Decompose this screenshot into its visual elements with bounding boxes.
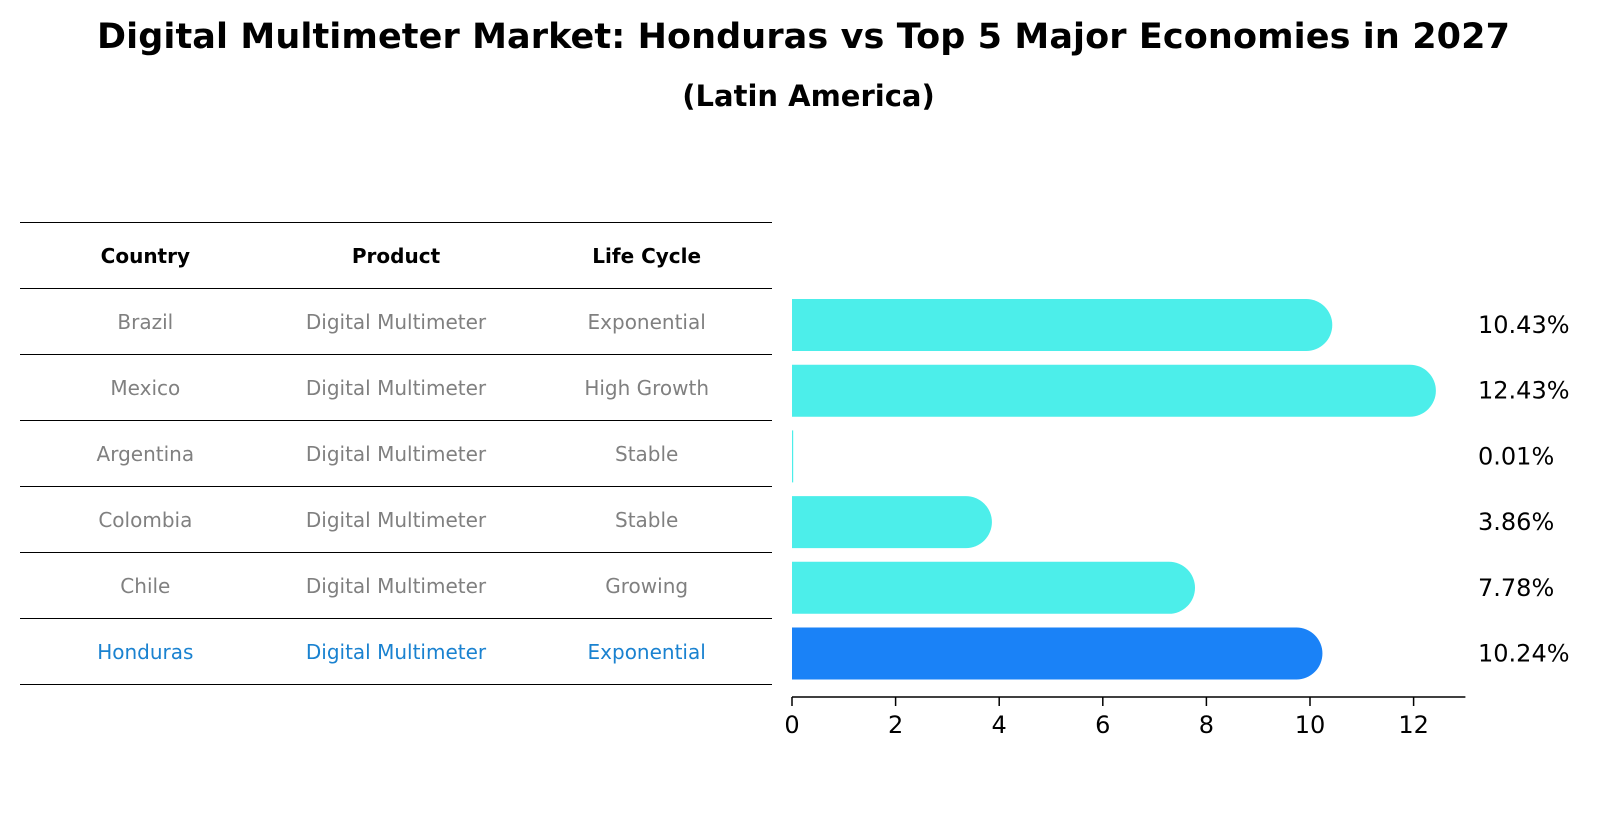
cell-life-cycle: High Growth bbox=[584, 375, 710, 400]
chart-subtitle: (Latin America) bbox=[682, 79, 935, 113]
cell-product: Digital Multimeter bbox=[305, 309, 487, 334]
bar-honduras bbox=[792, 627, 1323, 680]
cell-country: Chile bbox=[120, 573, 171, 598]
value-label: 0.01% bbox=[1478, 442, 1554, 470]
table-row: Brazil Digital Multimeter Exponential bbox=[20, 289, 772, 355]
cell-life-cycle: Exponential bbox=[587, 309, 706, 334]
x-tick-label: 6 bbox=[1095, 711, 1110, 739]
value-label: 10.24% bbox=[1478, 640, 1570, 668]
cell-country: Brazil bbox=[117, 309, 174, 334]
x-tick-label: 4 bbox=[992, 711, 1007, 739]
table-header-row: Country Product Life Cycle bbox=[20, 223, 772, 289]
cell-product: Digital Multimeter bbox=[305, 507, 487, 532]
data-table: Country Product Life Cycle Brazil Digita… bbox=[20, 222, 772, 685]
header-country: Country bbox=[100, 243, 191, 268]
cell-product: Digital Multimeter bbox=[305, 639, 487, 664]
cell-product: Digital Multimeter bbox=[305, 441, 487, 466]
header-product: Product bbox=[351, 243, 441, 268]
x-tick-label: 10 bbox=[1295, 711, 1326, 739]
bar-colombia bbox=[792, 496, 992, 549]
cell-country: Honduras bbox=[97, 639, 194, 664]
cell-life-cycle: Stable bbox=[615, 507, 679, 532]
table-row-highlight: Honduras Digital Multimeter Exponential bbox=[20, 619, 772, 685]
table-row: Colombia Digital Multimeter Stable bbox=[20, 487, 772, 553]
chart-title: Digital Multimeter Market: Honduras vs T… bbox=[96, 17, 1511, 57]
x-tick-label: 0 bbox=[784, 711, 799, 739]
cell-country: Argentina bbox=[96, 441, 195, 466]
table-row: Argentina Digital Multimeter Stable bbox=[20, 421, 772, 487]
bar-brazil bbox=[792, 299, 1333, 351]
bar-argentina bbox=[792, 430, 794, 483]
value-label: 10.43% bbox=[1478, 311, 1570, 339]
cell-life-cycle: Stable bbox=[615, 441, 679, 466]
value-label: 7.78% bbox=[1478, 574, 1554, 602]
cell-life-cycle: Exponential bbox=[587, 639, 706, 664]
bar-chile bbox=[792, 561, 1196, 614]
table-row: Mexico Digital Multimeter High Growth bbox=[20, 355, 772, 421]
cell-life-cycle: Growing bbox=[605, 573, 689, 598]
cell-product: Digital Multimeter bbox=[305, 573, 487, 598]
value-label: 12.43% bbox=[1478, 377, 1570, 405]
table-row: Chile Digital Multimeter Growing bbox=[20, 553, 772, 619]
bar-mexico bbox=[792, 364, 1436, 417]
x-tick-label: 2 bbox=[888, 711, 903, 739]
cell-product: Digital Multimeter bbox=[305, 375, 487, 400]
value-label: 3.86% bbox=[1478, 508, 1554, 536]
cell-country: Colombia bbox=[98, 507, 193, 532]
cell-country: Mexico bbox=[110, 375, 181, 400]
header-life-cycle: Life Cycle bbox=[592, 243, 702, 268]
x-tick-label: 12 bbox=[1398, 711, 1429, 739]
x-tick-label: 8 bbox=[1199, 711, 1214, 739]
